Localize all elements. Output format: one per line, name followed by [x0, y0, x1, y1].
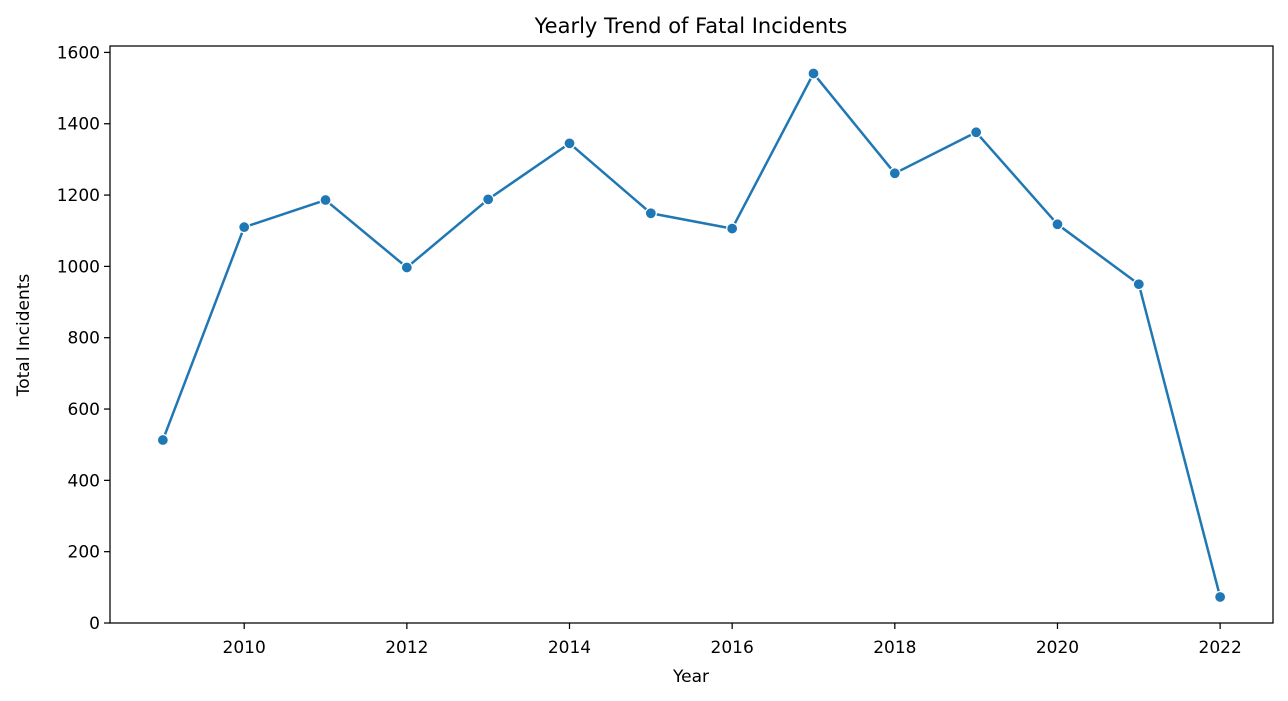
- x-tick-label: 2016: [711, 638, 754, 658]
- data-point: [888, 167, 901, 180]
- x-axis-label: Year: [672, 667, 709, 687]
- x-tick-label: 2012: [385, 638, 428, 658]
- y-axis-label: Total Incidents: [14, 274, 34, 398]
- y-tick-label: 400: [68, 471, 100, 491]
- x-tick-label: 2014: [548, 638, 591, 658]
- y-tick-label: 1200: [57, 186, 100, 206]
- y-tick-label: 800: [68, 329, 100, 349]
- data-point: [1132, 278, 1145, 291]
- y-tick-label: 0: [89, 614, 100, 634]
- x-axis-ticks: 2010 2012 2014 2016 2018 2020 2022: [223, 623, 1242, 658]
- x-tick-label: 2020: [1036, 638, 1079, 658]
- data-point: [1051, 218, 1064, 231]
- series-layer: [156, 67, 1227, 604]
- data-point: [319, 193, 332, 207]
- data-point: [807, 67, 820, 80]
- x-tick-label: 2010: [223, 638, 266, 658]
- data-point: [726, 222, 739, 235]
- data-point: [482, 193, 495, 206]
- x-tick-label: 2018: [873, 638, 916, 658]
- data-point: [400, 261, 413, 274]
- data-point: [970, 126, 983, 139]
- data-point: [1214, 590, 1227, 604]
- data-point: [238, 221, 251, 234]
- y-axis-ticks: 0 200 400 600 800 1000 1200 1400 1600: [57, 43, 110, 634]
- series-line: [161, 72, 1222, 599]
- y-tick-label: 200: [68, 543, 100, 563]
- y-tick-label: 1000: [57, 257, 100, 277]
- data-point: [644, 207, 657, 220]
- x-tick-label: 2022: [1199, 638, 1242, 658]
- data-point: [563, 137, 576, 150]
- plot-frame: [109, 45, 1274, 624]
- data-point: [156, 433, 169, 447]
- y-tick-label: 1600: [57, 43, 100, 63]
- chart-title: Yearly Trend of Fatal Incidents: [534, 14, 848, 38]
- y-tick-label: 1400: [57, 115, 100, 135]
- y-tick-label: 600: [68, 400, 100, 420]
